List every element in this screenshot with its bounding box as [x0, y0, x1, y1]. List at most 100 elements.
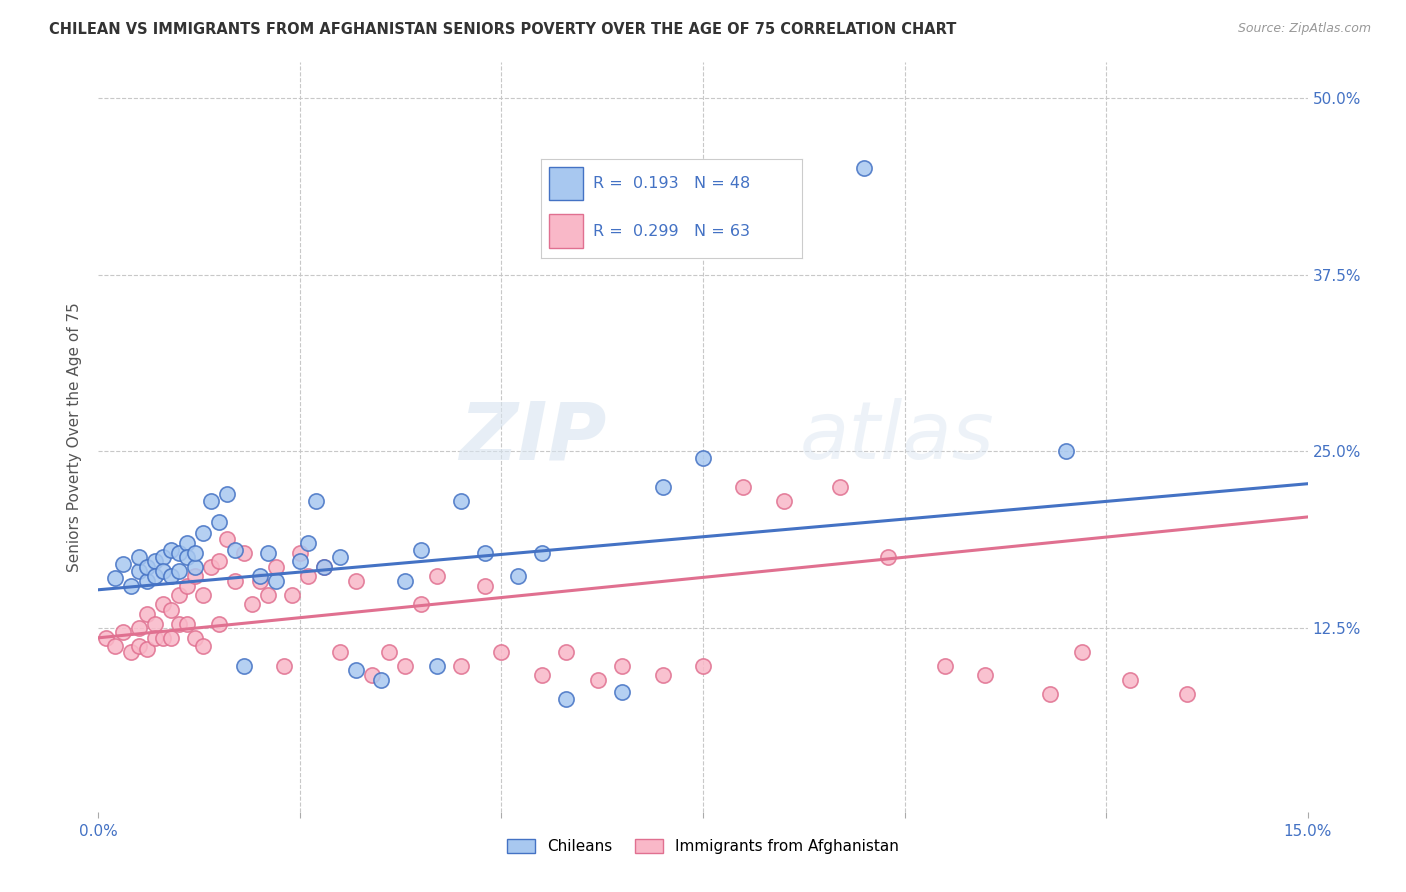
Point — [409, 597, 432, 611]
Point — [176, 536, 198, 550]
Point — [200, 493, 222, 508]
Point — [232, 659, 254, 673]
Point — [361, 667, 384, 681]
Point — [128, 621, 150, 635]
Point — [273, 659, 295, 673]
Point — [612, 684, 634, 698]
FancyBboxPatch shape — [548, 167, 582, 201]
Y-axis label: Seniors Poverty Over the Age of 75: Seniors Poverty Over the Age of 75 — [67, 302, 83, 572]
Point — [167, 565, 190, 579]
Point — [128, 550, 150, 565]
Point — [184, 546, 207, 560]
Point — [297, 568, 319, 582]
Point — [232, 546, 254, 560]
Point — [329, 645, 352, 659]
Point — [143, 554, 166, 568]
Point — [200, 560, 222, 574]
Point — [184, 568, 207, 582]
Point — [474, 578, 496, 592]
Point — [314, 560, 336, 574]
Point — [249, 568, 271, 582]
Point — [394, 574, 416, 589]
Point — [281, 589, 304, 603]
Point — [143, 631, 166, 645]
Point — [256, 589, 278, 603]
Point — [377, 645, 399, 659]
Text: ZIP: ZIP — [458, 398, 606, 476]
Point — [934, 659, 956, 673]
Point — [491, 645, 513, 659]
Point — [111, 558, 134, 572]
Point — [167, 616, 190, 631]
Point — [651, 479, 673, 493]
Text: atlas: atlas — [800, 398, 994, 476]
Point — [249, 574, 271, 589]
Point — [1054, 444, 1077, 458]
Point — [853, 161, 876, 176]
Point — [208, 616, 231, 631]
Point — [224, 574, 246, 589]
Point — [160, 602, 183, 616]
Point — [344, 664, 367, 678]
Point — [208, 515, 231, 529]
Point — [264, 560, 287, 574]
Point — [103, 571, 125, 585]
Point — [135, 642, 157, 657]
Point — [288, 546, 311, 560]
Point — [288, 554, 311, 568]
Point — [450, 659, 472, 673]
Point — [208, 554, 231, 568]
Text: R =  0.193   N = 48: R = 0.193 N = 48 — [593, 176, 751, 191]
Point — [120, 645, 142, 659]
Point — [474, 546, 496, 560]
Point — [152, 550, 174, 565]
Point — [240, 597, 263, 611]
Point — [1175, 687, 1198, 701]
Point — [217, 486, 239, 500]
Point — [586, 673, 609, 688]
Point — [128, 640, 150, 654]
Point — [305, 493, 328, 508]
Point — [167, 546, 190, 560]
Point — [128, 565, 150, 579]
Point — [426, 568, 449, 582]
Point — [409, 543, 432, 558]
Point — [450, 493, 472, 508]
Point — [329, 550, 352, 565]
Point — [877, 550, 900, 565]
Point — [692, 659, 714, 673]
Point — [1070, 645, 1092, 659]
Point — [297, 536, 319, 550]
Point — [143, 568, 166, 582]
Point — [152, 597, 174, 611]
Point — [733, 479, 755, 493]
Point — [224, 543, 246, 558]
Point — [651, 667, 673, 681]
Point — [135, 607, 157, 621]
Point — [120, 578, 142, 592]
Point — [692, 451, 714, 466]
Point — [217, 532, 239, 546]
Point — [256, 546, 278, 560]
Point — [828, 479, 851, 493]
Point — [1039, 687, 1062, 701]
Point — [176, 550, 198, 565]
Point — [184, 560, 207, 574]
Text: R =  0.299   N = 63: R = 0.299 N = 63 — [593, 224, 749, 239]
Point — [530, 667, 553, 681]
Point — [612, 659, 634, 673]
Point — [176, 578, 198, 592]
Point — [394, 659, 416, 673]
Point — [555, 691, 578, 706]
Point — [96, 631, 118, 645]
Point — [135, 574, 157, 589]
Point — [264, 574, 287, 589]
Point — [193, 589, 215, 603]
Point — [160, 543, 183, 558]
FancyBboxPatch shape — [548, 214, 582, 248]
Point — [152, 565, 174, 579]
Point — [1119, 673, 1142, 688]
Point — [193, 640, 215, 654]
Point — [530, 546, 553, 560]
Point — [160, 568, 183, 582]
